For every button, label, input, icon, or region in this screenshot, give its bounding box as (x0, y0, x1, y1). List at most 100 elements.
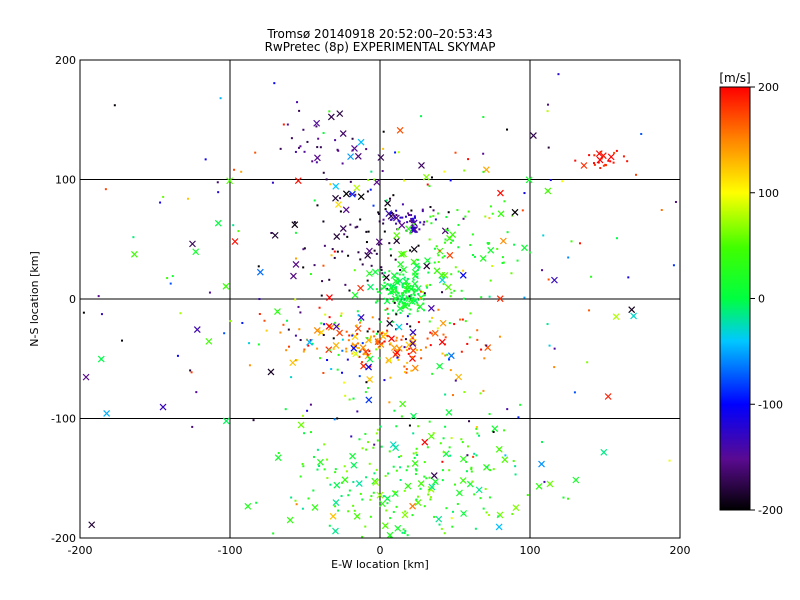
data-point-dot (273, 82, 276, 85)
data-point-dot (381, 342, 384, 345)
data-point-dot (417, 265, 420, 268)
data-point-dot (441, 256, 444, 259)
data-point-dot (444, 393, 447, 396)
data-point-dot (341, 338, 344, 341)
data-point-dot (491, 265, 494, 268)
data-point-dot (404, 338, 407, 341)
data-point-cross (333, 481, 341, 489)
data-point-cross (399, 400, 407, 408)
data-point-dot (340, 312, 343, 315)
data-point-dot (383, 281, 386, 284)
data-point-dot (394, 286, 397, 289)
data-point-dot (488, 295, 491, 298)
data-point-dot (426, 220, 429, 223)
data-point-cross (398, 294, 406, 302)
data-point-dot (392, 465, 395, 468)
data-point-dot (553, 347, 556, 350)
data-point-dot (358, 355, 361, 358)
data-point-dot (383, 230, 386, 233)
data-point-dot (223, 332, 226, 335)
data-point-dot (412, 219, 415, 222)
data-point-dot (426, 183, 429, 186)
data-point-dot (298, 328, 301, 331)
data-point-dot (297, 305, 300, 308)
data-point-dot (208, 291, 211, 294)
data-point-cross (357, 193, 365, 201)
data-point-dot (257, 265, 260, 268)
data-point-dot (401, 306, 404, 309)
data-point-cross (455, 373, 463, 381)
data-point-dot (294, 231, 297, 234)
data-point-dot (482, 170, 485, 173)
data-point-dot (599, 167, 602, 170)
data-point-cross (159, 403, 167, 411)
data-point-cross (393, 237, 401, 245)
data-point-dot (420, 357, 423, 360)
data-point-dot (441, 460, 444, 463)
data-point-dot (358, 375, 361, 378)
data-point-dot (359, 492, 362, 495)
data-point-dot (389, 254, 392, 257)
data-point-dot (354, 226, 357, 229)
data-point-dot (369, 335, 372, 338)
data-point-dot (462, 217, 465, 220)
data-point-dot (402, 273, 405, 276)
data-point-dot (397, 219, 400, 222)
data-point-cross (267, 368, 275, 376)
data-point-dot (365, 148, 368, 151)
data-point-dot (229, 320, 232, 323)
data-point-cross (341, 476, 349, 484)
data-point-dot (389, 359, 392, 362)
data-point-cross (400, 250, 408, 258)
data-point-dot (258, 313, 261, 316)
data-point-dot (428, 420, 431, 423)
data-point-dot (365, 476, 368, 479)
data-point-dot (401, 283, 404, 286)
data-point-dot (479, 497, 482, 500)
data-point-dot (613, 151, 616, 154)
data-point-cross (193, 326, 201, 334)
data-point-dot (423, 294, 426, 297)
data-point-dot (471, 480, 474, 483)
data-point-dot (396, 228, 399, 231)
data-point-dot (343, 465, 346, 468)
data-point-dot (640, 132, 643, 135)
data-point-dot (113, 104, 116, 107)
data-point-dot (393, 409, 396, 412)
data-point-cross (446, 234, 453, 242)
data-point-dot (467, 210, 470, 213)
data-point-dot (428, 238, 431, 241)
data-point-dot (383, 271, 386, 274)
data-point-dot (454, 151, 457, 154)
data-point-cross (374, 338, 382, 346)
x-tick-label: -100 (218, 544, 243, 557)
data-point-dot (361, 263, 364, 266)
data-point-dot (204, 158, 207, 161)
data-point-dot (506, 128, 509, 131)
data-point-cross (497, 210, 505, 218)
data-point-dot (457, 223, 460, 226)
data-point-dot (295, 257, 298, 260)
data-point-dot (316, 204, 319, 207)
data-point-cross (386, 531, 394, 538)
data-point-dot (429, 344, 432, 347)
data-point-dot (382, 495, 385, 498)
data-point-dot (302, 266, 305, 269)
data-point-dot (409, 284, 412, 287)
data-point-dot (429, 498, 432, 501)
data-point-dot (306, 409, 309, 412)
data-point-dot (384, 308, 387, 311)
data-point-dot (409, 220, 412, 223)
data-point-dot (491, 212, 494, 215)
data-point-dot (366, 337, 369, 340)
data-point-dot (386, 329, 389, 332)
data-point-dot (468, 336, 471, 339)
data-point-cross (411, 280, 419, 288)
data-point-dot (387, 317, 390, 320)
data-point-cross (393, 231, 401, 239)
data-point-dot (365, 241, 368, 244)
data-point-dot (375, 288, 378, 291)
data-point-dot (397, 292, 400, 295)
data-point-dot (408, 295, 411, 298)
data-point-dot (588, 154, 591, 157)
